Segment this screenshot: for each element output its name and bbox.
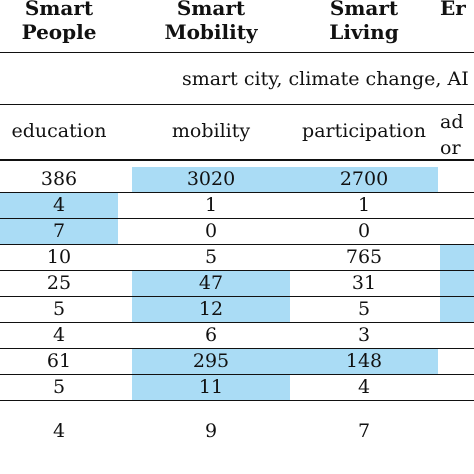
table-cell: 1 (357, 194, 371, 216)
table-cell: 148 (290, 349, 438, 374)
subheader-education: education (11, 120, 107, 142)
keywords-row: smart city, climate change, AI (182, 68, 469, 90)
table-cell: 25 (46, 272, 72, 294)
table-row: 10 5 765 (0, 245, 474, 271)
header-line1: Smart (24, 0, 94, 20)
header-smart-living: Smart Living (290, 0, 438, 44)
table-header: Smart People Smart Mobility Smart Living… (0, 0, 474, 52)
header-rule (0, 52, 474, 53)
table-cell: 7 (357, 420, 371, 442)
table-row: 4 1 1 (0, 193, 474, 219)
subheader-line1: ad (440, 111, 464, 133)
header-line2: Living (329, 20, 399, 44)
table-cell: 765 (345, 246, 383, 268)
table-cell (440, 245, 474, 270)
table-cell: 1 (204, 194, 218, 216)
header-line1: Smart (329, 0, 399, 20)
table-row: 25 47 31 (0, 271, 474, 297)
table-cell: 5 (204, 246, 218, 268)
table-cell: 6 (204, 324, 218, 346)
table-cell: 47 (132, 271, 290, 296)
table-cell (440, 271, 474, 296)
table-row: 386 3020 2700 (0, 167, 474, 193)
table-cell: 31 (351, 272, 377, 294)
table-cell: 4 (52, 420, 66, 442)
header-line2: Mobility (164, 20, 258, 44)
header-line2: People (21, 20, 97, 44)
table-cell: 5 (52, 298, 66, 320)
table-row: 61 295 148 (0, 349, 474, 375)
table-cell (440, 323, 474, 348)
table-cell (440, 375, 474, 400)
table-row: 4 9 7 (0, 419, 474, 444)
table-row: 5 11 4 (0, 375, 474, 401)
subheader-participation: participation (302, 120, 426, 142)
header-smart-mobility: Smart Mobility (132, 0, 290, 44)
table-cell: 0 (204, 220, 218, 242)
subheader-truncated: ad or (440, 109, 474, 161)
table-cell (440, 219, 474, 244)
header-line1: Smart (176, 0, 246, 20)
table-cell: 12 (132, 297, 290, 322)
keywords-rule (0, 104, 474, 105)
table-cell (440, 349, 474, 374)
table-cell: 5 (52, 376, 66, 398)
subheader-mobility: mobility (171, 120, 251, 142)
table-row: 4 6 3 (0, 323, 474, 349)
table-cell: 295 (132, 349, 290, 374)
header-smart-people: Smart People (0, 0, 118, 44)
table-row: 5 12 5 (0, 297, 474, 323)
header-smart-environment: Er (440, 0, 474, 20)
table-cell (440, 193, 474, 218)
table-cell: 7 (0, 219, 118, 244)
table-cell: 4 (357, 376, 371, 398)
header-line2: Er (440, 0, 466, 20)
table-cell: 2700 (290, 167, 438, 192)
subheader-rule (0, 159, 474, 161)
table-cell (440, 167, 474, 192)
table-cell: 386 (40, 168, 78, 190)
table-cell: 0 (357, 220, 371, 242)
table-cell: 9 (204, 420, 218, 442)
table-cell: 61 (46, 350, 72, 372)
table-cell: 3020 (132, 167, 290, 192)
table-cell: 4 (0, 193, 118, 218)
table-cell (440, 297, 474, 322)
table-cell (440, 419, 474, 444)
table-cell: 11 (132, 375, 290, 400)
table-cell: 3 (357, 324, 371, 346)
table-cell: 5 (357, 298, 371, 320)
table-cell: 4 (52, 324, 66, 346)
table-row: 7 0 0 (0, 219, 474, 245)
subheader-line2: or (440, 137, 461, 159)
table-cell: 10 (46, 246, 72, 268)
